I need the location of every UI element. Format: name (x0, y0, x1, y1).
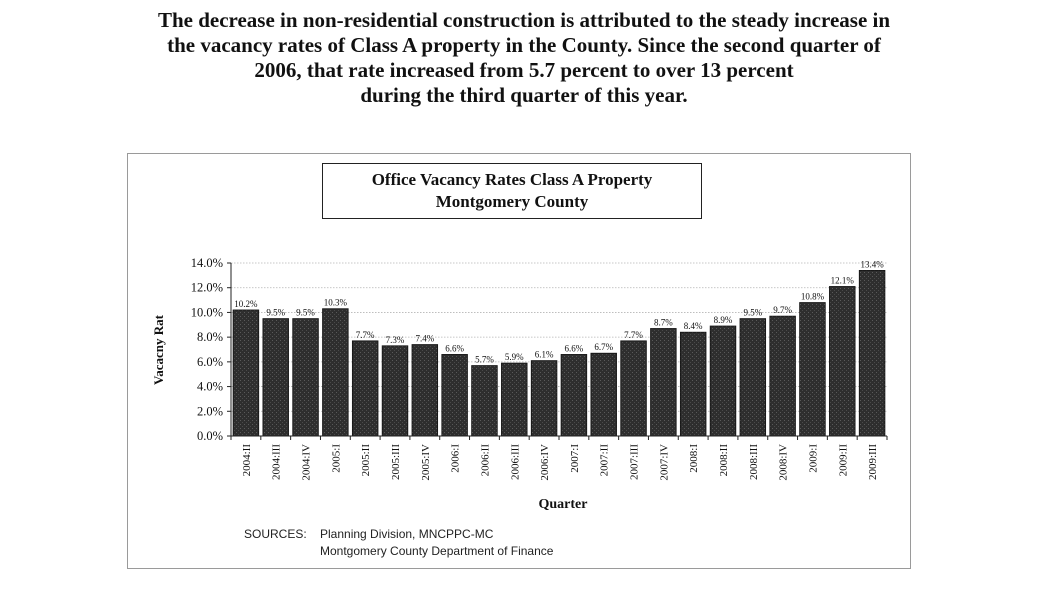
intro-line-1: The decrease in non-residential construc… (157, 8, 891, 32)
data-label: 8.9% (714, 315, 733, 325)
bar (620, 340, 647, 437)
x-tick-label: 2008:III (748, 444, 760, 480)
x-tick-label: 2008:II (718, 444, 730, 477)
data-label: 8.7% (654, 317, 673, 327)
data-label: 7.7% (356, 330, 375, 340)
data-label: 8.4% (684, 321, 703, 331)
data-label: 6.1% (535, 350, 554, 360)
data-label: 9.5% (266, 308, 285, 318)
intro-line-2: the vacancy rates of Class A property in… (167, 33, 881, 57)
chart-title: Office Vacancy Rates Class A Property (371, 170, 653, 189)
chart-subtitle: Montgomery County (435, 192, 589, 211)
bar (679, 331, 707, 437)
intro-line-3: 2006, that rate increased from 5.7 perce… (254, 58, 794, 82)
bar (411, 344, 439, 437)
x-tick-label: 2007:III (629, 444, 641, 480)
bar (769, 315, 796, 437)
bar (501, 362, 528, 437)
bar (381, 345, 409, 437)
x-tick-label: 2005:II (360, 444, 372, 477)
x-tick-label: 2005:III (390, 444, 402, 480)
x-tick-label: 2007:IV (658, 444, 670, 481)
bar (530, 360, 558, 437)
x-tick-label: 2006:IV (539, 444, 551, 481)
data-label: 10.3% (324, 298, 348, 308)
data-label: 9.5% (296, 308, 315, 318)
sources-line-1: Planning Division, MNCPPC-MC (320, 527, 494, 541)
bar (560, 354, 588, 437)
intro-text: The decrease in non-residential construc… (40, 8, 1008, 108)
bar (709, 325, 737, 437)
data-label: 7.4% (415, 334, 434, 344)
bar (351, 340, 379, 437)
y-tick-label: 4.0% (197, 380, 223, 394)
y-tick-label: 2.0% (197, 404, 223, 418)
y-tick-label: 6.0% (197, 355, 223, 369)
sources-line-2: Montgomery County Department of Finance (320, 544, 554, 558)
data-label: 13.4% (860, 259, 884, 269)
data-label: 5.7% (475, 355, 494, 365)
x-axis-title: Quarter (539, 497, 588, 512)
y-tick-label: 12.0% (191, 281, 223, 295)
chart-frame (127, 153, 911, 569)
bar (650, 328, 677, 437)
x-tick-label: 2008:IV (778, 444, 790, 481)
y-tick-label: 14.0% (191, 256, 223, 270)
y-tick-label: 10.0% (191, 305, 223, 319)
data-label: 7.3% (386, 335, 405, 345)
data-label: 6.6% (565, 343, 584, 353)
x-tick-label: 2007:II (599, 444, 611, 477)
chart-title-box: Office Vacancy Rates Class A Property Mo… (322, 163, 702, 219)
sources-note: SOURCES: Planning Division, MNCPPC-MC Mo… (244, 526, 553, 560)
data-label: 9.7% (773, 305, 792, 315)
bar (799, 302, 826, 437)
bar (590, 352, 617, 437)
x-tick-label: 2009:II (837, 444, 849, 477)
x-tick-label: 2006:I (450, 444, 462, 473)
x-tick-label: 2006:II (479, 444, 491, 477)
data-label: 9.5% (743, 308, 762, 318)
data-label: 10.8% (801, 292, 825, 302)
x-tick-label: 2006:III (509, 444, 521, 480)
y-tick-label: 8.0% (197, 330, 223, 344)
bar (441, 354, 468, 437)
data-label: 10.2% (234, 299, 258, 309)
intro-line-4: during the third quarter of this year. (360, 83, 688, 107)
data-label: 12.1% (831, 275, 855, 285)
bar (829, 286, 856, 437)
data-label: 5.9% (505, 352, 524, 362)
data-label: 6.6% (445, 343, 464, 353)
x-tick-label: 2009:III (867, 444, 879, 480)
bar (262, 318, 289, 437)
bar (232, 309, 260, 437)
x-tick-label: 2004:II (241, 444, 253, 477)
x-tick-label: 2007:I (569, 444, 581, 473)
x-tick-label: 2008:I (688, 444, 700, 473)
x-tick-label: 2005:I (330, 444, 342, 473)
bar (739, 318, 767, 437)
y-axis-title: Vacacny Rat (151, 314, 166, 385)
sources-label: SOURCES: (244, 527, 307, 541)
bar (322, 308, 349, 437)
y-tick-label: 0.0% (197, 429, 223, 443)
x-tick-label: 2004:IV (301, 444, 313, 481)
bar (858, 270, 886, 437)
bar (292, 318, 319, 437)
data-label: 7.7% (624, 330, 643, 340)
x-tick-label: 2009:I (807, 444, 819, 473)
x-tick-label: 2004:III (271, 444, 283, 480)
bar (471, 365, 498, 437)
x-tick-label: 2005:IV (420, 444, 432, 481)
data-label: 6.7% (594, 342, 613, 352)
